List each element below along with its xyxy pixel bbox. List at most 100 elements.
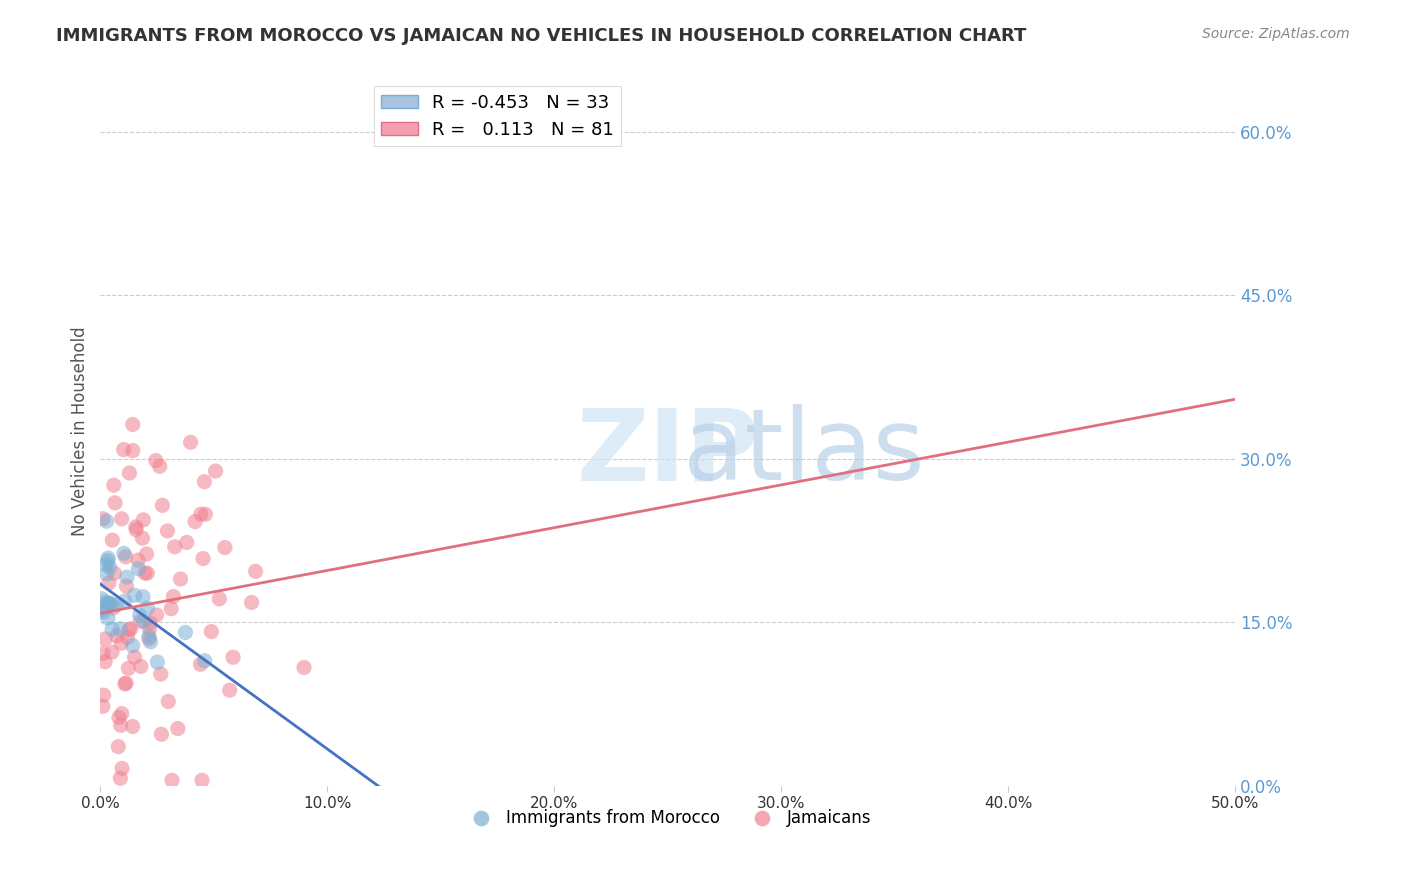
Point	[107, 739, 129, 754]
Point	[193, 475, 215, 489]
Point	[125, 520, 148, 534]
Point	[149, 459, 172, 474]
Point	[191, 773, 214, 788]
Point	[200, 624, 222, 639]
Point	[121, 639, 143, 653]
Point	[111, 512, 134, 526]
Point	[124, 650, 146, 665]
Point	[166, 722, 188, 736]
Point	[129, 659, 152, 673]
Point	[132, 615, 155, 629]
Point	[127, 553, 149, 567]
Point	[118, 623, 141, 637]
Text: Source: ZipAtlas.com: Source: ZipAtlas.com	[1202, 27, 1350, 41]
Point	[145, 453, 167, 467]
Point	[97, 576, 120, 591]
Point	[121, 443, 143, 458]
Point	[93, 605, 115, 619]
Point	[145, 607, 167, 622]
Point	[128, 608, 150, 623]
Point	[135, 547, 157, 561]
Text: atlas: atlas	[683, 404, 925, 501]
Point	[180, 435, 202, 450]
Point	[163, 540, 186, 554]
Point	[156, 524, 179, 538]
Point	[108, 622, 131, 636]
Point	[138, 629, 160, 643]
Point	[174, 625, 197, 640]
Point	[104, 496, 127, 510]
Point	[108, 710, 131, 724]
Point	[97, 554, 120, 568]
Point	[146, 655, 169, 669]
Point	[91, 511, 114, 525]
Point	[114, 594, 136, 608]
Point	[160, 601, 183, 615]
Point	[152, 499, 174, 513]
Point	[97, 611, 120, 625]
Point	[98, 596, 121, 610]
Point	[204, 464, 226, 478]
Point	[190, 507, 212, 521]
Point	[176, 535, 198, 549]
Point	[132, 590, 155, 604]
Point	[103, 566, 125, 581]
Point	[114, 677, 136, 691]
Point	[101, 623, 124, 637]
Point	[128, 562, 150, 576]
Point	[91, 699, 114, 714]
Point	[222, 650, 245, 665]
Text: IMMIGRANTS FROM MOROCCO VS JAMAICAN NO VEHICLES IN HOUSEHOLD CORRELATION CHART: IMMIGRANTS FROM MOROCCO VS JAMAICAN NO V…	[56, 27, 1026, 45]
Point	[115, 676, 138, 690]
Point	[139, 615, 162, 630]
Point	[191, 551, 214, 566]
Point	[100, 597, 122, 611]
Point	[194, 508, 217, 522]
Point	[132, 513, 155, 527]
Point	[117, 661, 139, 675]
Point	[160, 773, 183, 788]
Point	[105, 629, 128, 643]
Point	[97, 551, 120, 566]
Point	[131, 531, 153, 545]
Point	[101, 645, 124, 659]
Point	[91, 646, 114, 660]
Point	[110, 636, 132, 650]
Point	[96, 514, 118, 528]
Point	[124, 588, 146, 602]
Point	[94, 632, 117, 646]
Point	[111, 706, 134, 721]
Point	[136, 601, 159, 615]
Point	[97, 597, 120, 611]
Point	[93, 688, 115, 702]
Point	[98, 560, 121, 574]
Point	[138, 632, 160, 646]
Point	[139, 635, 162, 649]
Point	[101, 533, 124, 548]
Point	[218, 683, 240, 698]
Point	[110, 771, 132, 785]
Point	[115, 579, 138, 593]
Point	[149, 667, 172, 681]
Point	[96, 600, 118, 615]
Point	[118, 466, 141, 480]
Point	[94, 595, 117, 609]
Point	[150, 727, 173, 741]
Point	[292, 660, 315, 674]
Point	[208, 591, 231, 606]
Point	[96, 566, 118, 581]
Point	[103, 478, 125, 492]
Point	[112, 546, 135, 560]
Text: ZIP: ZIP	[576, 404, 759, 501]
Point	[214, 541, 236, 555]
Point	[115, 570, 138, 584]
Point	[103, 601, 125, 615]
Point	[194, 654, 217, 668]
Point	[240, 595, 263, 609]
Point	[169, 572, 191, 586]
Point	[121, 719, 143, 733]
Point	[105, 598, 128, 612]
Point	[94, 558, 117, 572]
Point	[120, 622, 142, 636]
Point	[112, 442, 135, 457]
